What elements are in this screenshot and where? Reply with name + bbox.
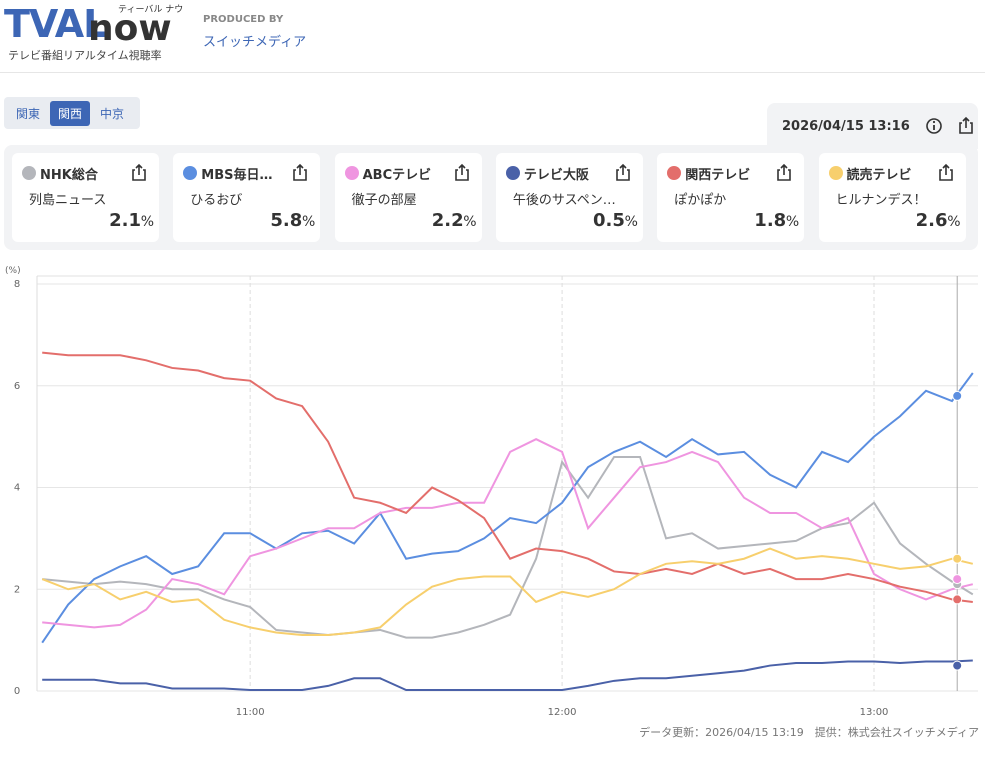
series-line <box>41 547 974 637</box>
rating: 2.2 <box>431 210 464 231</box>
producer[interactable]: スイッチメディア <box>203 35 307 50</box>
info-icon[interactable] <box>924 116 944 136</box>
cursor-point <box>952 660 963 671</box>
y-tick-label: 8 <box>14 279 20 290</box>
y-tick-label: 4 <box>14 483 20 494</box>
region-tabs: 関東 関西 中京 <box>4 97 140 129</box>
card: ABCテレビ徹子の部屋 2.2% <box>334 153 482 242</box>
rating: 2.6 <box>915 210 948 231</box>
y-tick-label: 6 <box>14 381 20 392</box>
unit: % <box>785 214 800 230</box>
x-tick-label: 11:00 <box>236 707 265 718</box>
cursor-point <box>952 574 963 585</box>
x-tick-label: 12:00 <box>548 707 577 718</box>
unit: % <box>301 214 316 230</box>
cards: NHK総合 列島ニュース 2.1% MBS毎日… ひるおび 5.8% ABCテレビ 徹子の部屋… <box>4 145 978 250</box>
card: NHK総合列島ニュース 2.1% <box>12 153 159 242</box>
cursor-point <box>952 594 963 605</box>
updated: データ更新：2026/04/15 13:19 <box>639 726 804 739</box>
card: 読売テレビヒルナンデス！ 2.6% <box>818 153 966 242</box>
series-line <box>42 455 974 639</box>
legend-dot <box>828 166 843 180</box>
unit: % <box>140 214 154 230</box>
logo-sub: now <box>88 8 172 49</box>
share-icon[interactable] <box>129 163 149 183</box>
card: MBS毎日… ひるおび 5.8% <box>173 153 321 242</box>
cursor-point <box>952 553 963 564</box>
legend-label: MBS毎日… <box>201 168 273 183</box>
legend-label: ABCテレビ <box>362 168 432 183</box>
chart: (%) 0 2 4 6 8 11:00 12:00 13:00 <box>5 266 978 718</box>
rating: 5.8 <box>270 210 303 231</box>
share-icon[interactable] <box>613 163 633 183</box>
legend-dot <box>22 166 36 180</box>
series-line <box>42 351 973 603</box>
program: ひるおび <box>190 193 243 208</box>
series-line <box>42 438 974 629</box>
x-tick-label: 13:00 <box>860 707 889 718</box>
legend-label: NHK総合 <box>40 168 98 183</box>
series-line <box>42 659 973 691</box>
tab[interactable]: 関東 <box>16 106 41 121</box>
y-axis-label: (%) <box>5 266 21 276</box>
card: テレビ大阪午後のサスペン… 0.5% <box>495 153 643 242</box>
y-tick-label: 0 <box>14 686 20 697</box>
legend-dot <box>667 166 682 180</box>
share-icon[interactable] <box>956 116 976 136</box>
program: ぽかぽか <box>674 193 727 208</box>
logo-kana: ティーバル ナウ <box>118 5 184 15</box>
share-icon[interactable] <box>290 163 310 183</box>
timestamp-box: 2026/04/15 13:16 <box>767 103 978 149</box>
program: ヒルナンデス！ <box>835 193 927 208</box>
share-icon[interactable] <box>936 163 956 183</box>
program: 列島ニュース <box>29 193 107 208</box>
legend-dot <box>183 166 198 180</box>
unit: % <box>624 214 638 230</box>
legend-dot <box>505 166 520 180</box>
program: 徹子の部屋 <box>351 193 417 208</box>
card: 関西テレビぽかぽか 1.8% <box>657 153 805 242</box>
timestamp: 2026/04/15 13:16 <box>782 118 910 134</box>
tab[interactable]: 関西 <box>50 100 91 126</box>
cursor-point <box>952 390 963 401</box>
rating: 1.8 <box>754 210 787 231</box>
series-line <box>41 372 974 644</box>
y-tick-label: 2 <box>14 584 20 595</box>
divider <box>0 72 985 73</box>
legend-dot <box>344 166 359 180</box>
logo: TVAL <box>4 2 107 46</box>
produced-by: PRODUCED BY <box>203 14 284 25</box>
unit: % <box>463 214 477 230</box>
provider: 提供：株式会社スイッチメディア <box>814 726 979 739</box>
rating: 0.5 <box>593 210 625 231</box>
legend-label: 関西テレビ <box>685 168 751 183</box>
share-icon[interactable] <box>774 163 794 183</box>
tab[interactable]: 中京 <box>100 106 125 121</box>
footer: データ更新：2026/04/15 13:19 提供：株式会社スイッチメディア <box>639 724 979 740</box>
share-icon[interactable] <box>452 163 472 183</box>
tagline: テレビ番組リアルタイム視聴率 <box>8 49 162 62</box>
legend-label: 読売テレビ <box>846 168 912 183</box>
program: 午後のサスペン… <box>512 193 616 208</box>
unit: % <box>947 214 961 230</box>
rating: 2.1 <box>109 210 141 231</box>
legend-label: テレビ大阪 <box>523 168 589 183</box>
